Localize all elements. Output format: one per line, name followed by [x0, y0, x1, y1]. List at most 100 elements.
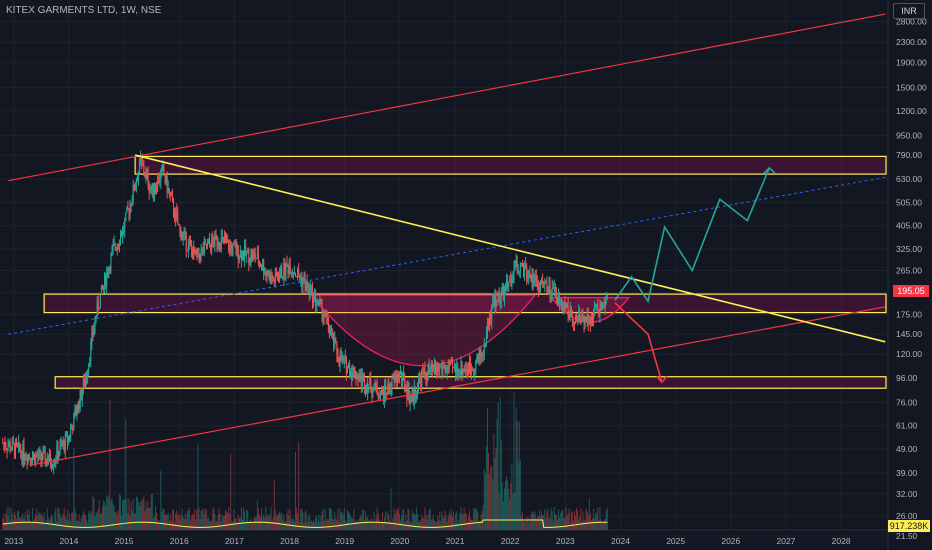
- candle: [349, 364, 351, 377]
- x-tick-label: 2019: [335, 536, 354, 546]
- candle: [33, 453, 35, 457]
- candle: [208, 240, 210, 244]
- candle: [288, 265, 290, 274]
- candle: [587, 315, 589, 325]
- volume-bar: [430, 519, 432, 530]
- candle: [535, 275, 537, 283]
- volume-bar: [340, 512, 342, 530]
- candle: [209, 240, 211, 245]
- volume-bar: [343, 508, 345, 530]
- volume-bar: [183, 518, 185, 530]
- candle: [588, 317, 590, 325]
- volume-bar: [519, 459, 521, 530]
- volume-bar: [111, 497, 113, 530]
- candle: [541, 280, 543, 283]
- candle: [445, 371, 447, 373]
- candle: [556, 296, 558, 301]
- candle: [200, 249, 202, 260]
- volume-bar: [426, 519, 428, 530]
- volume-bar: [567, 513, 569, 530]
- volume-bar: [4, 521, 6, 530]
- volume-bar: [339, 508, 341, 530]
- volume-bar: [360, 516, 362, 530]
- candle: [293, 273, 295, 275]
- candle: [119, 234, 121, 245]
- candle: [164, 175, 166, 182]
- candle: [292, 272, 294, 275]
- volume-bar: [146, 507, 148, 530]
- volume-bar: [369, 522, 371, 530]
- volume-bar: [186, 510, 188, 530]
- candle: [351, 371, 353, 378]
- candle: [70, 429, 72, 438]
- candle: [74, 410, 76, 414]
- volume-bar: [348, 511, 350, 530]
- candle: [532, 274, 534, 284]
- candle: [16, 441, 18, 444]
- volume-bar: [244, 511, 246, 530]
- volume-bar: [138, 502, 140, 530]
- volume-bar: [368, 519, 370, 530]
- volume-bar: [79, 521, 81, 530]
- currency-button[interactable]: INR: [893, 3, 925, 19]
- volume-bar: [107, 498, 109, 530]
- y-tick-label: 2800.00: [896, 16, 927, 26]
- x-tick-label: 2021: [446, 536, 465, 546]
- volume-bar: [36, 508, 38, 530]
- candle: [280, 267, 282, 276]
- candle: [373, 387, 375, 391]
- volume-bar: [268, 513, 270, 530]
- candle: [402, 372, 404, 381]
- candle: [448, 361, 450, 369]
- volume-bar: [267, 517, 269, 530]
- volume-bar: [30, 522, 32, 530]
- last-price-badge: 195.05: [893, 285, 929, 297]
- volume-bar: [448, 511, 450, 530]
- candle: [390, 388, 392, 393]
- volume-bar: [75, 512, 77, 530]
- volume-bar: [319, 522, 321, 530]
- candle: [290, 273, 292, 275]
- candle: [87, 372, 89, 378]
- candle: [313, 294, 315, 304]
- candle: [182, 233, 184, 238]
- volume-bar: [132, 499, 134, 530]
- candle: [62, 440, 64, 446]
- volume-bar: [555, 515, 557, 530]
- volume-bar: [320, 516, 322, 530]
- candle: [517, 271, 519, 273]
- volume-bar: [546, 511, 548, 530]
- candle: [299, 276, 301, 280]
- volume-bar: [334, 512, 336, 530]
- candle: [534, 275, 536, 280]
- candle: [377, 394, 379, 398]
- candle: [228, 240, 230, 252]
- candle: [116, 244, 118, 250]
- volume-bar: [125, 419, 127, 530]
- candle: [180, 228, 182, 241]
- candle: [162, 165, 164, 167]
- candle: [17, 443, 19, 446]
- volume-bar: [215, 521, 217, 530]
- candle: [24, 459, 26, 461]
- volume-bar: [119, 495, 121, 530]
- y-tick-label: 405.00: [896, 221, 922, 231]
- candle: [125, 212, 127, 221]
- candle: [533, 279, 535, 284]
- volume-bar: [251, 521, 253, 530]
- volume-bar: [43, 512, 45, 530]
- volume-bar: [104, 501, 106, 530]
- projection-down-path: [614, 302, 663, 383]
- volume-bar: [40, 514, 42, 530]
- candle: [23, 444, 25, 460]
- candle: [366, 383, 368, 390]
- volume-bar: [8, 507, 10, 530]
- candle: [89, 361, 91, 364]
- volume-bar: [363, 520, 365, 530]
- volume-bar: [421, 514, 423, 530]
- volume-bar: [478, 521, 480, 530]
- candle: [563, 301, 565, 308]
- candle: [606, 297, 608, 299]
- volume-bar: [65, 518, 67, 530]
